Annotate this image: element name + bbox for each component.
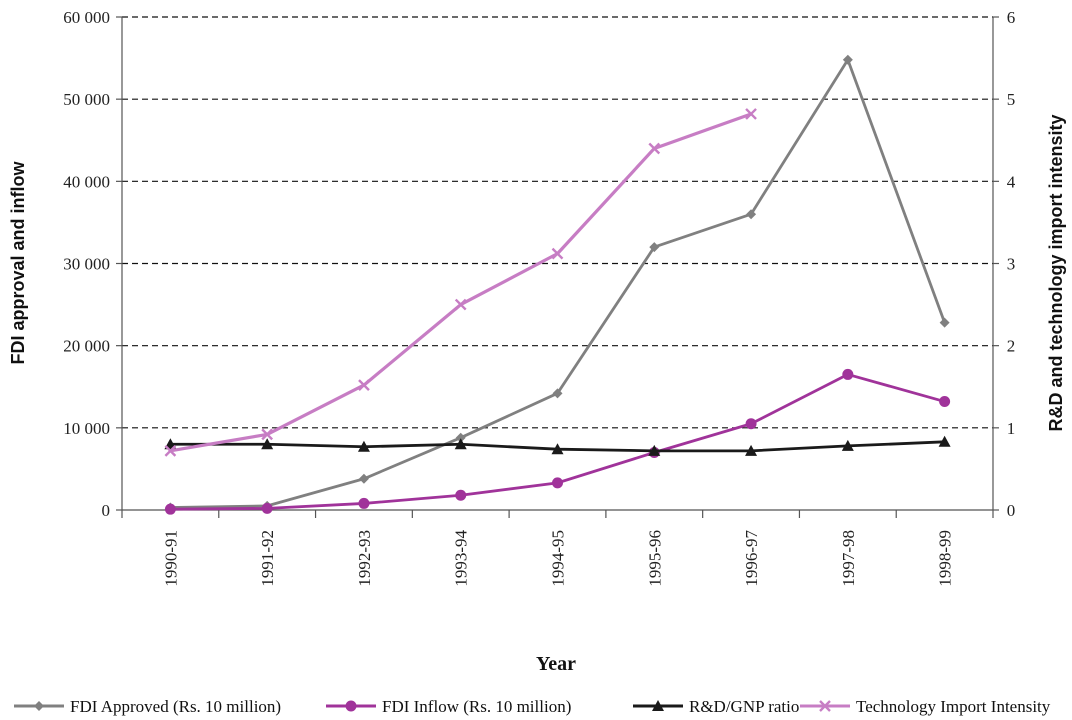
data-point	[551, 443, 564, 455]
legend: FDI Approved (Rs. 10 million) FDI Inflow …	[14, 697, 1051, 716]
data-point	[841, 439, 854, 451]
right-tick-label: 1	[1007, 419, 1016, 438]
data-point	[746, 209, 757, 220]
legend-label: Technology Import Intensity	[856, 697, 1051, 716]
data-point	[261, 438, 274, 450]
data-point	[551, 247, 564, 260]
legend-swatch-marker	[652, 700, 664, 711]
left-tick-label: 10 000	[63, 419, 110, 438]
data-point	[552, 388, 563, 399]
legend-label: FDI Inflow (Rs. 10 million)	[382, 697, 571, 716]
series-line	[170, 58, 946, 509]
data-point	[649, 242, 660, 253]
series-0	[165, 54, 950, 513]
legend-swatch-marker	[34, 701, 44, 711]
legend-item: FDI Approved (Rs. 10 million)	[14, 697, 281, 716]
legend-label: R&D/GNP ratio	[689, 697, 799, 716]
x-tick-label: 1992-93	[355, 530, 374, 587]
data-point	[745, 444, 758, 456]
left-tick-label: 60 000	[63, 8, 110, 27]
right-tick-label: 2	[1007, 337, 1016, 356]
x-tick-label: 1993-94	[452, 530, 471, 587]
left-tick-label: 20 000	[63, 337, 110, 356]
series-3	[164, 108, 757, 457]
right-tick-label: 0	[1007, 501, 1016, 520]
legend-item: FDI Inflow (Rs. 10 million)	[326, 697, 571, 716]
data-point	[357, 440, 370, 452]
right-tick-label: 5	[1007, 90, 1016, 109]
x-tick-label: 1990-91	[161, 530, 180, 587]
series-1	[164, 368, 951, 515]
data-point	[454, 438, 467, 450]
left-tick-label: 40 000	[63, 172, 110, 191]
left-tick-label: 30 000	[63, 255, 110, 274]
data-point	[455, 489, 467, 501]
data-point	[745, 108, 757, 120]
left-tick-label: 0	[102, 501, 111, 520]
x-tick-label: 1998-99	[936, 530, 955, 587]
data-point	[648, 444, 661, 456]
x-tick-label: 1996-97	[742, 530, 761, 587]
y-axis-title-left: FDI approval and inflow	[8, 160, 28, 364]
x-axis-ticks: 1990-91 1991-92 1992-93 1993-94 1994-95 1995-…	[121, 510, 994, 587]
data-point	[261, 428, 274, 441]
legend-item: R&D/GNP ratio	[633, 697, 799, 716]
data-point	[552, 477, 563, 489]
data-point	[261, 502, 273, 514]
data-point	[939, 317, 950, 328]
left-tick-label: 50 000	[63, 90, 110, 109]
legend-item: Technology Import Intensity	[800, 697, 1051, 716]
x-tick-label: 1997-98	[839, 530, 858, 587]
data-point	[648, 142, 661, 155]
data-point	[358, 497, 370, 509]
data-point	[455, 432, 466, 443]
right-tick-label: 6	[1007, 8, 1016, 27]
y-axis-title-right: R&D and technology import intensity	[1046, 114, 1066, 431]
grid-lines	[122, 16, 993, 429]
data-point	[164, 444, 177, 457]
legend-label: FDI Approved (Rs. 10 million)	[70, 697, 281, 716]
right-axis-ticks: 0 1 2 3 4 5 6	[993, 8, 1016, 520]
data-point	[939, 396, 951, 408]
data-point	[454, 298, 467, 311]
data-point	[842, 368, 854, 380]
x-tick-label: 1991-92	[258, 530, 277, 587]
x-tick-label: 1995-96	[645, 530, 664, 587]
data-point	[358, 473, 369, 484]
series-layer	[164, 54, 951, 515]
data-point	[358, 379, 370, 391]
x-axis-title: Year	[536, 653, 576, 675]
left-axis-ticks: 0 10 000 20 000 30 000 40 000 50 000 60 000	[63, 8, 122, 520]
series-2	[164, 435, 951, 456]
right-tick-label: 4	[1007, 172, 1016, 191]
data-point	[938, 435, 951, 447]
data-point	[842, 54, 853, 65]
right-tick-label: 3	[1007, 255, 1016, 274]
x-tick-label: 1994-95	[549, 530, 568, 587]
series-line	[170, 112, 752, 453]
legend-swatch-marker	[345, 700, 357, 712]
legend-swatch-marker	[819, 700, 831, 712]
data-point	[745, 418, 757, 430]
data-point	[164, 503, 176, 515]
